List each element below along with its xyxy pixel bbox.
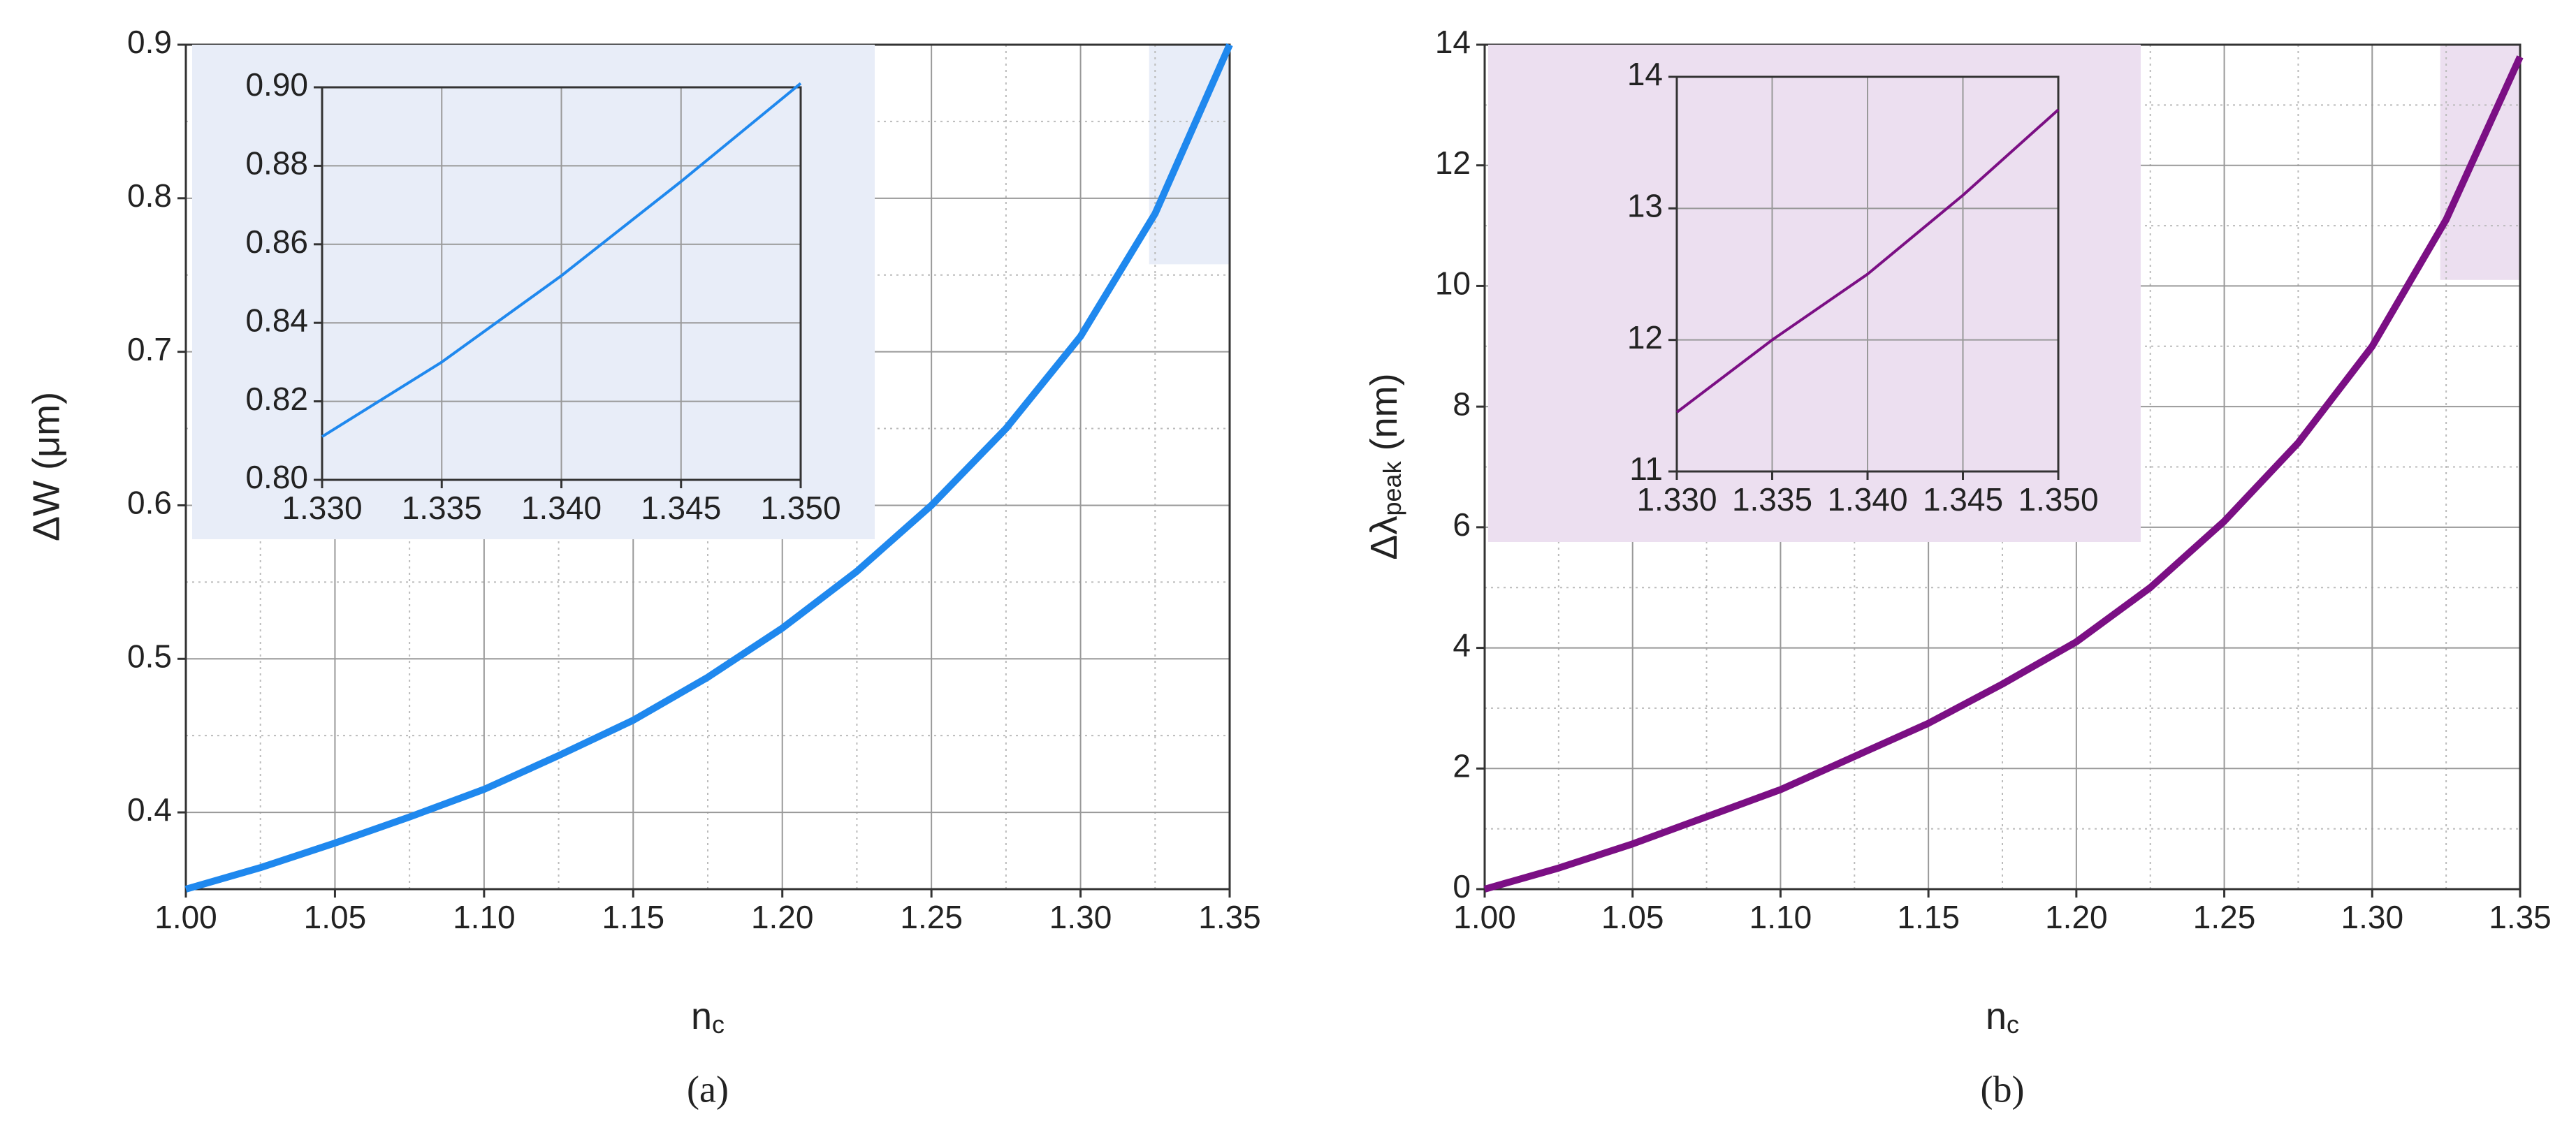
curve [1483, 55, 2524, 893]
axis-label: ΔW (μm) [25, 392, 67, 541]
y-tick-label: 14 [1627, 56, 1663, 92]
x-tick-label: 1.35 [2489, 899, 2552, 935]
y-tick-label: 0.80 [245, 459, 308, 495]
y-tick-label: 0.84 [245, 302, 308, 338]
inset-background [1488, 45, 2141, 542]
axis-label-text: Δλ [1363, 515, 1405, 559]
x-tick-label: 1.340 [1827, 481, 1907, 518]
panel-label: (b) [1981, 1068, 2025, 1110]
x-tick-label: 1.25 [900, 899, 963, 935]
y-tick-label: 0.9 [127, 24, 172, 60]
y-tick-label: 8 [1453, 386, 1471, 422]
x-tick-label: 1.30 [2341, 899, 2404, 935]
x-tick-label: 1.20 [751, 899, 814, 935]
x-tick-label: 1.350 [760, 490, 841, 526]
y-tick-label: 0.88 [245, 145, 308, 182]
x-tick-label: 1.15 [1897, 899, 1960, 935]
axis-label-text: n [1986, 995, 2007, 1037]
y-tick-label: 14 [1435, 24, 1471, 60]
y-tick-label: 0.5 [127, 638, 172, 674]
y-tick-label: 6 [1453, 506, 1471, 543]
y-tick-label: 0.6 [127, 485, 172, 521]
x-tick-label: 1.10 [1749, 899, 1812, 935]
axis-label-text: n [691, 995, 712, 1037]
x-tick-label: 1.330 [1636, 481, 1717, 518]
y-tick-label: 10 [1435, 265, 1471, 302]
x-tick-label: 1.15 [602, 899, 665, 935]
x-tick-label: 1.20 [2045, 899, 2108, 935]
x-tick-label: 1.30 [1049, 899, 1112, 935]
x-tick-label: 1.350 [2018, 481, 2098, 518]
x-tick-label: 1.05 [304, 899, 367, 935]
x-tick-label: 1.00 [154, 899, 217, 935]
plot-frame [321, 86, 802, 481]
panel-label: (a) [687, 1068, 729, 1110]
axis-label-subscript: peak [1378, 460, 1406, 515]
axis-label: nc [1986, 995, 2019, 1039]
y-tick-label: 2 [1453, 747, 1471, 784]
y-tick-label: 4 [1453, 627, 1471, 664]
y-tick-label: 0.7 [127, 331, 172, 367]
x-tick-label: 1.340 [521, 490, 602, 526]
x-tick-label: 1.345 [641, 490, 721, 526]
x-tick-label: 1.00 [1453, 899, 1516, 935]
x-tick-label: 1.335 [402, 490, 482, 526]
y-tick-label: 0.82 [245, 381, 308, 417]
plot-frame [1675, 75, 2060, 473]
y-tick-label: 0 [1453, 868, 1471, 905]
curve [184, 43, 1233, 893]
axis-label-subscript: c [712, 1010, 725, 1039]
axis-label-subscript: c [2007, 1010, 2019, 1039]
x-tick-label: 1.05 [1601, 899, 1664, 935]
y-tick-label: 0.4 [127, 791, 172, 828]
y-tick-label: 0.90 [245, 66, 308, 103]
axis-label: nc [691, 995, 725, 1039]
x-tick-label: 1.10 [453, 899, 516, 935]
y-tick-label: 11 [1629, 451, 1663, 487]
x-tick-label: 1.330 [282, 490, 362, 526]
inset-background [192, 45, 875, 539]
curve [1675, 108, 2060, 413]
axis-label-suffix: (nm) [1363, 373, 1405, 461]
x-tick-label: 1.25 [2193, 899, 2256, 935]
x-tick-label: 1.35 [1198, 899, 1261, 935]
y-tick-label: 13 [1627, 187, 1663, 224]
y-tick-label: 12 [1435, 145, 1471, 181]
x-tick-label: 1.345 [1923, 481, 2003, 518]
y-tick-label: 12 [1627, 319, 1663, 356]
axis-label: Δλpeak (nm) [1363, 373, 1406, 559]
y-tick-label: 0.8 [127, 177, 172, 214]
y-tick-label: 0.86 [245, 224, 308, 260]
curve [321, 82, 802, 438]
x-tick-label: 1.335 [1732, 481, 1812, 518]
